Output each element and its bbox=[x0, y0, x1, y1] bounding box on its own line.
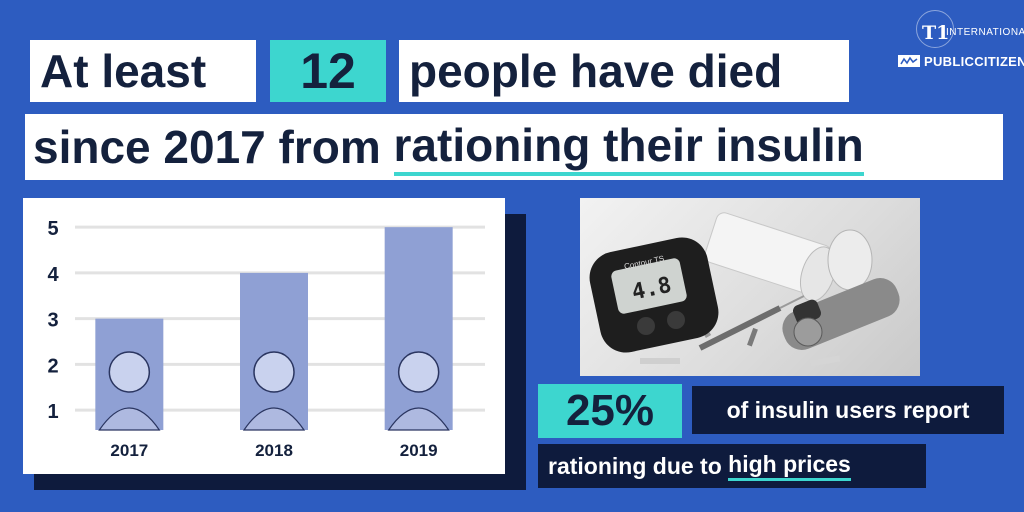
headline-line2-prefix: since 2017 from bbox=[33, 121, 394, 173]
lancet-pen-icon bbox=[782, 278, 900, 350]
headline-box-line2: since 2017 from rationing their insulin bbox=[25, 114, 1003, 180]
headline-number: 12 bbox=[300, 43, 356, 99]
glucose-meter-photo: Contour TS 4.8 bbox=[580, 198, 920, 376]
stat-percent-box: 25% bbox=[538, 384, 682, 438]
syringe-icon bbox=[698, 295, 805, 351]
x-tick-label: 2018 bbox=[255, 441, 293, 460]
x-tick-label: 2019 bbox=[400, 441, 438, 460]
headline-box-people-died: people have died bbox=[399, 40, 849, 102]
partner-logos: T1 INTERNATIONAL PUBLICCITIZEN bbox=[898, 10, 1024, 74]
headline-line2-emphasis: rationing their insulin bbox=[393, 118, 864, 176]
stat-text2-prefix: rationing due to bbox=[548, 452, 729, 479]
y-tick-label: 2 bbox=[47, 355, 58, 377]
globe-icon bbox=[916, 10, 954, 48]
y-tick-label: 5 bbox=[47, 218, 58, 240]
person-portrait-icon bbox=[108, 351, 151, 393]
glucose-meter-icon bbox=[589, 237, 719, 353]
person-shoulders-icon bbox=[387, 407, 450, 431]
bars bbox=[95, 227, 453, 431]
y-tick-label: 1 bbox=[47, 401, 58, 423]
person-shoulders-icon bbox=[98, 407, 161, 431]
person-portrait-icon bbox=[253, 351, 295, 393]
photo-illustration: Contour TS 4.8 bbox=[589, 212, 900, 367]
headline-box-at-least: At least bbox=[30, 40, 256, 102]
person-shoulders-icon bbox=[242, 407, 306, 431]
public-citizen-text: PUBLICCITIZEN bbox=[924, 54, 1024, 69]
stat-text1: of insulin users report bbox=[726, 396, 970, 423]
bar-chart: 1 2 3 4 5 2017 2018 2019 bbox=[47, 218, 485, 460]
public-citizen-icon bbox=[898, 55, 920, 67]
headline-box-number: 12 bbox=[270, 40, 386, 102]
x-tick-labels: 2017 2018 2019 bbox=[110, 441, 437, 460]
headline-part1: At least bbox=[40, 45, 207, 97]
stat-text2-box: rationing due to high prices bbox=[538, 444, 926, 488]
person-portrait-icon bbox=[397, 351, 440, 393]
stat-text1-box: of insulin users report bbox=[692, 386, 1004, 434]
y-tick-label: 4 bbox=[47, 264, 59, 286]
stat-percent: 25% bbox=[565, 386, 655, 435]
x-tick-label: 2017 bbox=[110, 441, 148, 460]
t1-logo-text: T1 bbox=[922, 22, 950, 44]
stat-text2-emphasis: high prices bbox=[728, 451, 851, 481]
chart-panel: 1 2 3 4 5 2017 2018 2019 bbox=[23, 198, 505, 474]
pill-bottle-icon bbox=[704, 212, 873, 302]
y-tick-labels: 1 2 3 4 5 bbox=[47, 218, 59, 423]
t1-international-text: INTERNATIONAL bbox=[946, 27, 1024, 38]
y-tick-label: 3 bbox=[47, 310, 58, 332]
headline-part2: people have died bbox=[409, 45, 783, 97]
bar-2019 bbox=[384, 227, 453, 430]
